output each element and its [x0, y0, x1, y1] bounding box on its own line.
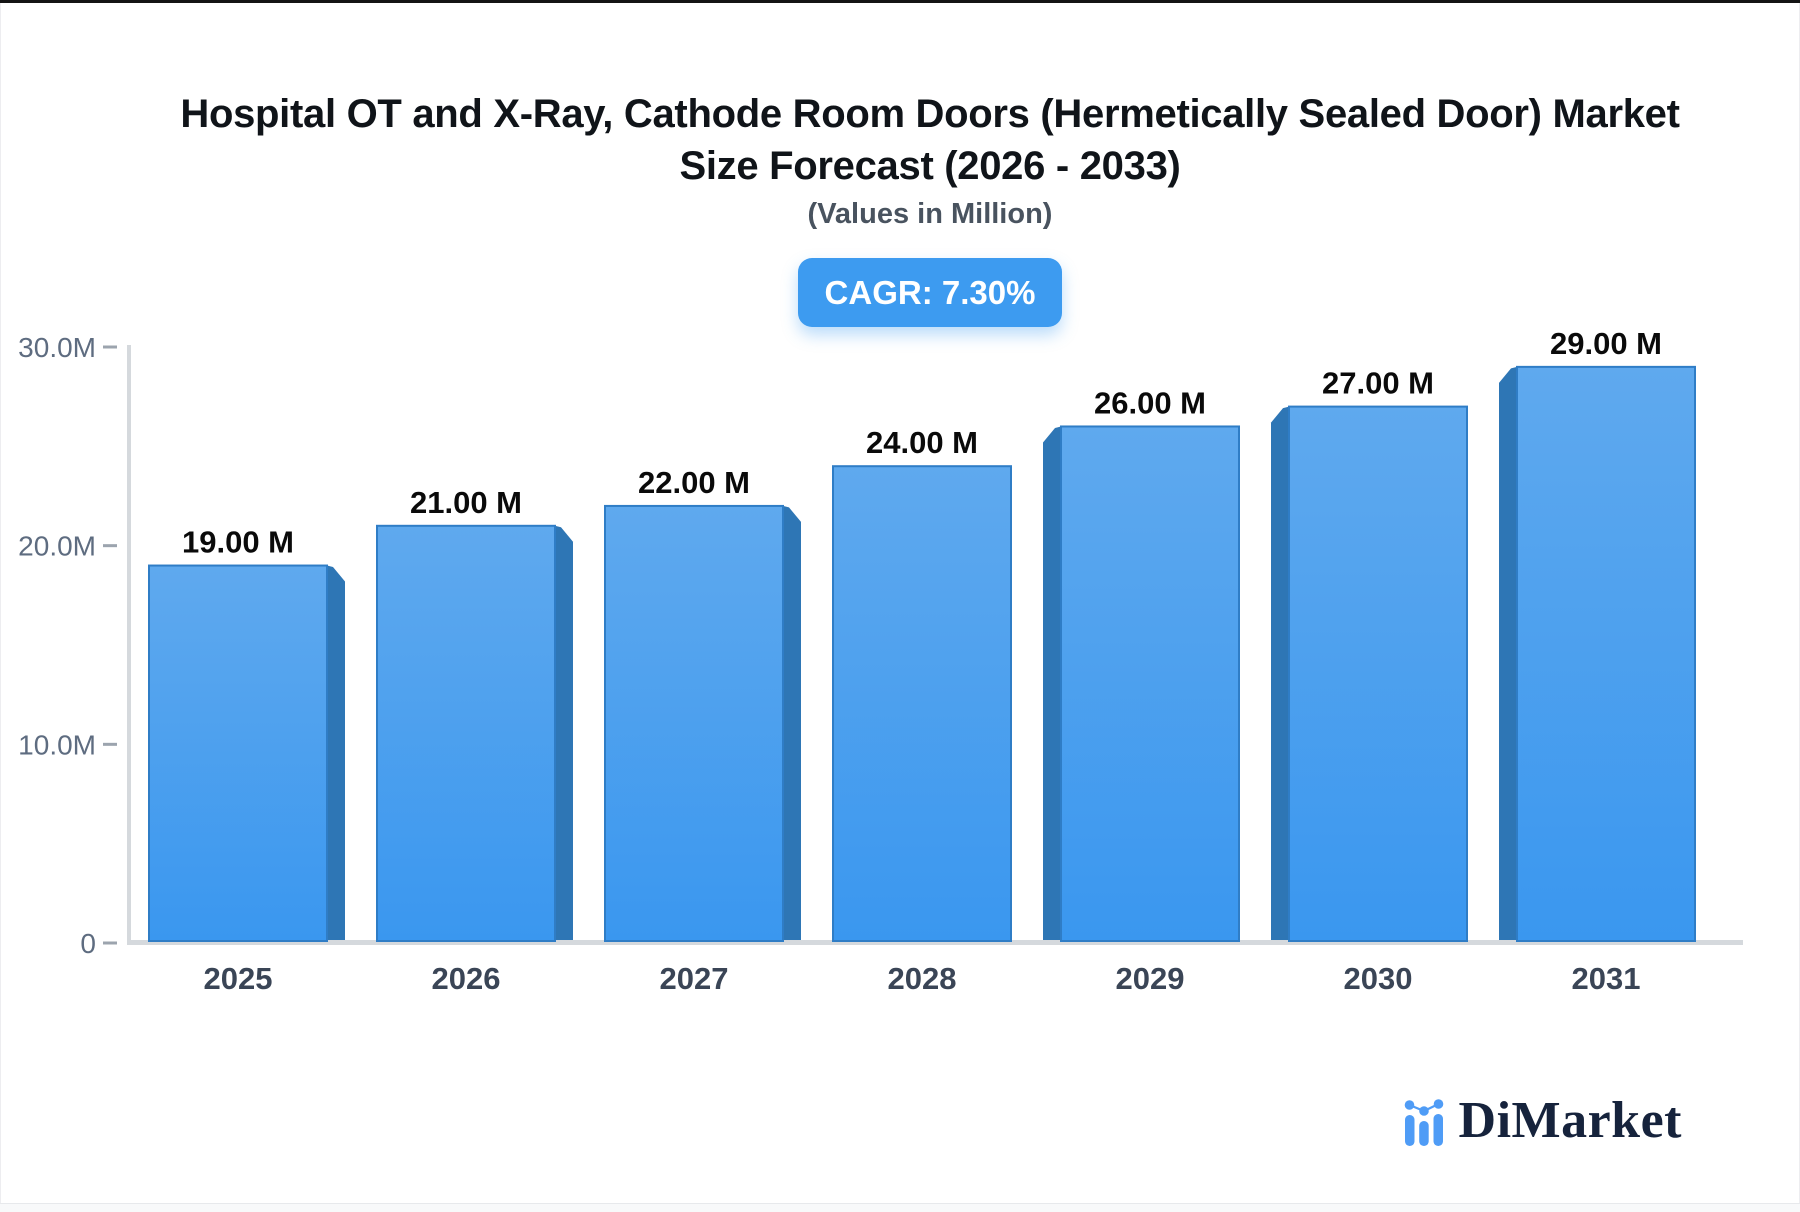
y-axis-ticks: 30.0M 20.0M 10.0M 0 [18, 332, 117, 959]
y-tick-label: 10.0M [18, 729, 96, 760]
bar-group-2028[interactable]: 24.00 M 2028 [832, 425, 1012, 996]
bar-value-label: 22.00 M [638, 465, 750, 500]
x-axis-label: 2028 [888, 961, 957, 996]
bar-face [832, 465, 1012, 942]
page-title-line-2: Size Forecast (2026 - 2033) [679, 144, 1181, 188]
x-axis-label: 2029 [1116, 961, 1185, 996]
bar-group-2031[interactable]: 29.00 M 2031 [1499, 326, 1696, 996]
logo-bar-2 [1418, 1121, 1429, 1146]
bar-face [1288, 405, 1468, 943]
bar-face [1516, 365, 1696, 943]
x-axis-label: 2030 [1344, 961, 1413, 996]
x-axis-line [127, 940, 1743, 945]
bar-side-3d [555, 525, 573, 940]
bar-group-2026[interactable]: 21.00 M 2026 [376, 485, 573, 996]
dimarket-logo-icon [1404, 1099, 1443, 1146]
top-border-strip [0, 0, 1800, 3]
y-tick-label: 0 [80, 928, 96, 959]
bar-group-2029[interactable]: 26.00 M 2029 [1043, 385, 1240, 996]
dimarket-logo-text: DiMarket [1458, 1092, 1682, 1149]
logo-bar-1 [1404, 1115, 1415, 1146]
logo-dot-2 [1418, 1106, 1429, 1116]
bar-group-2030[interactable]: 27.00 M 2030 [1271, 366, 1468, 996]
y-axis-line [127, 345, 131, 943]
bar-side-3d [1043, 426, 1061, 940]
logo-dot-1 [1404, 1100, 1414, 1110]
y-tick-mark [103, 941, 117, 945]
cagr-badge: CAGR: 7.30% [797, 258, 1063, 327]
x-axis-label: 2025 [204, 961, 273, 996]
bottom-border-strip [0, 1203, 1800, 1212]
x-axis-label: 2027 [660, 961, 729, 996]
bar-group-2025[interactable]: 19.00 M 2025 [148, 525, 345, 996]
bar-value-label: 29.00 M [1550, 326, 1662, 361]
bar-group-2027[interactable]: 22.00 M 2027 [604, 465, 801, 996]
bar-side-3d [327, 565, 345, 940]
x-axis-label: 2031 [1572, 961, 1641, 996]
bars: 19.00 M 2025 21.00 M 2026 22.00 M 2027 24.00 M… [148, 326, 1696, 996]
x-axis-label: 2026 [432, 961, 501, 996]
logo-bar-3 [1433, 1114, 1443, 1146]
bar-value-label: 19.00 M [182, 525, 294, 560]
y-tick-mark [103, 544, 117, 548]
bar-face [376, 524, 556, 942]
logo-dot-3 [1433, 1099, 1443, 1109]
bar-value-label: 27.00 M [1322, 366, 1434, 401]
bar-side-3d [1271, 406, 1289, 941]
y-tick-label: 20.0M [18, 531, 96, 562]
bar-side-3d [1499, 366, 1517, 940]
bar-value-label: 21.00 M [410, 485, 522, 520]
y-tick-mark [103, 345, 117, 349]
bar-face [148, 564, 328, 942]
y-tick-label: 30.0M [18, 332, 96, 363]
axes [127, 345, 1743, 945]
y-tick-mark [103, 742, 117, 746]
bar-side-3d [783, 505, 801, 940]
page-title-line-1: Hospital OT and X-Ray, Cathode Room Door… [180, 92, 1680, 136]
dimarket-logo[interactable]: DiMarket [1402, 1092, 1682, 1149]
chart-subtitle: (Values in Million) [807, 198, 1053, 230]
bar-value-label: 24.00 M [866, 425, 978, 460]
bar-value-label: 26.00 M [1094, 385, 1206, 420]
chart-header: Hospital OT and X-Ray, Cathode Room Door… [30, 88, 1800, 327]
bar-face [1060, 425, 1240, 942]
bar-face [604, 504, 784, 942]
